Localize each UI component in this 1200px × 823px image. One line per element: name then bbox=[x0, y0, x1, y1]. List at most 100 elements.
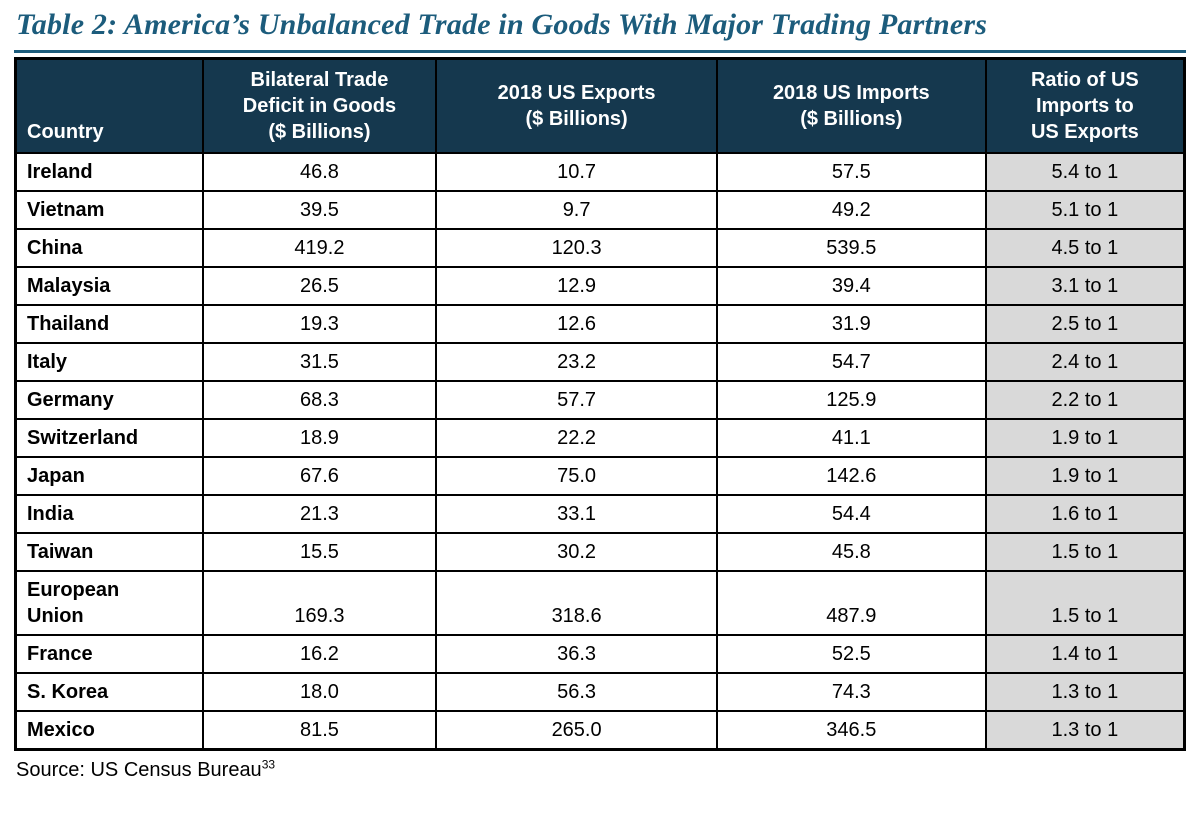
cell-deficit: 46.8 bbox=[201, 152, 438, 192]
cell-exports: 12.6 bbox=[435, 304, 718, 344]
cell-exports: 56.3 bbox=[435, 672, 718, 712]
cell-exports: 30.2 bbox=[435, 532, 718, 572]
cell-ratio: 2.5 to 1 bbox=[984, 304, 1186, 344]
table-row: Ireland 46.8 10.7 57.5 5.4 to 1 bbox=[14, 152, 1186, 192]
source-note: Source: US Census Bureau33 bbox=[14, 751, 1186, 782]
cell-ratio: 5.4 to 1 bbox=[984, 152, 1186, 192]
cell-exports: 36.3 bbox=[435, 634, 718, 674]
cell-ratio: 5.1 to 1 bbox=[984, 190, 1186, 230]
cell-exports: 265.0 bbox=[435, 710, 718, 751]
cell-deficit: 31.5 bbox=[201, 342, 438, 382]
table-row: Japan 67.6 75.0 142.6 1.9 to 1 bbox=[14, 456, 1186, 496]
cell-exports: 22.2 bbox=[435, 418, 718, 458]
source-superscript: 33 bbox=[261, 757, 276, 772]
cell-ratio: 1.6 to 1 bbox=[984, 494, 1186, 534]
cell-deficit: 16.2 bbox=[201, 634, 438, 674]
cell-ratio: 4.5 to 1 bbox=[984, 228, 1186, 268]
cell-ratio: 2.4 to 1 bbox=[984, 342, 1186, 382]
table-row: S. Korea 18.0 56.3 74.3 1.3 to 1 bbox=[14, 672, 1186, 712]
cell-country: Switzerland bbox=[14, 418, 204, 458]
cell-exports: 12.9 bbox=[435, 266, 718, 306]
cell-country: China bbox=[14, 228, 204, 268]
cell-imports: 45.8 bbox=[715, 532, 987, 572]
cell-imports: 52.5 bbox=[715, 634, 987, 674]
cell-country: Germany bbox=[14, 380, 204, 420]
cell-country: Thailand bbox=[14, 304, 204, 344]
table-row: Mexico 81.5 265.0 346.5 1.3 to 1 bbox=[14, 710, 1186, 751]
cell-ratio: 1.3 to 1 bbox=[984, 710, 1186, 751]
cell-deficit: 169.3 bbox=[201, 570, 438, 636]
table-row: Germany 68.3 57.7 125.9 2.2 to 1 bbox=[14, 380, 1186, 420]
table-row: China 419.2 120.3 539.5 4.5 to 1 bbox=[14, 228, 1186, 268]
cell-exports: 120.3 bbox=[435, 228, 718, 268]
cell-imports: 142.6 bbox=[715, 456, 987, 496]
table-title: Table 2: America’s Unbalanced Trade in G… bbox=[16, 8, 988, 41]
table-row: Thailand 19.3 12.6 31.9 2.5 to 1 bbox=[14, 304, 1186, 344]
cell-country: European Union bbox=[14, 570, 204, 636]
cell-ratio: 3.1 to 1 bbox=[984, 266, 1186, 306]
table-row: Italy 31.5 23.2 54.7 2.4 to 1 bbox=[14, 342, 1186, 382]
cell-country: Mexico bbox=[14, 710, 204, 751]
cell-deficit: 67.6 bbox=[201, 456, 438, 496]
cell-exports: 33.1 bbox=[435, 494, 718, 534]
cell-ratio: 2.2 to 1 bbox=[984, 380, 1186, 420]
cell-imports: 125.9 bbox=[715, 380, 987, 420]
cell-ratio: 1.5 to 1 bbox=[984, 570, 1186, 636]
cell-country: India bbox=[14, 494, 204, 534]
table-row: Taiwan 15.5 30.2 45.8 1.5 to 1 bbox=[14, 532, 1186, 572]
cell-country: Vietnam bbox=[14, 190, 204, 230]
cell-ratio: 1.4 to 1 bbox=[984, 634, 1186, 674]
source-text: Source: US Census Bureau bbox=[16, 759, 262, 781]
cell-imports: 74.3 bbox=[715, 672, 987, 712]
title-divider bbox=[14, 50, 1186, 53]
cell-imports: 49.2 bbox=[715, 190, 987, 230]
cell-ratio: 1.9 to 1 bbox=[984, 418, 1186, 458]
cell-country: Italy bbox=[14, 342, 204, 382]
header-row: Country Bilateral Trade Deficit in Goods… bbox=[14, 57, 1186, 154]
table-row: Vietnam 39.5 9.7 49.2 5.1 to 1 bbox=[14, 190, 1186, 230]
table-row: Malaysia 26.5 12.9 39.4 3.1 to 1 bbox=[14, 266, 1186, 306]
cell-deficit: 19.3 bbox=[201, 304, 438, 344]
cell-country: Japan bbox=[14, 456, 204, 496]
cell-exports: 75.0 bbox=[435, 456, 718, 496]
cell-deficit: 21.3 bbox=[201, 494, 438, 534]
cell-imports: 346.5 bbox=[715, 710, 987, 751]
cell-imports: 39.4 bbox=[715, 266, 987, 306]
cell-imports: 487.9 bbox=[715, 570, 987, 636]
cell-country: Malaysia bbox=[14, 266, 204, 306]
cell-deficit: 15.5 bbox=[201, 532, 438, 572]
table-row: European Union 169.3 318.6 487.9 1.5 to 1 bbox=[14, 570, 1186, 636]
cell-country: Ireland bbox=[14, 152, 204, 192]
cell-exports: 9.7 bbox=[435, 190, 718, 230]
column-header-ratio: Ratio of US Imports to US Exports bbox=[984, 57, 1186, 154]
table-row: Switzerland 18.9 22.2 41.1 1.9 to 1 bbox=[14, 418, 1186, 458]
cell-deficit: 18.0 bbox=[201, 672, 438, 712]
column-header-deficit: Bilateral Trade Deficit in Goods ($ Bill… bbox=[201, 57, 438, 154]
cell-ratio: 1.9 to 1 bbox=[984, 456, 1186, 496]
cell-deficit: 18.9 bbox=[201, 418, 438, 458]
cell-deficit: 39.5 bbox=[201, 190, 438, 230]
cell-exports: 23.2 bbox=[435, 342, 718, 382]
cell-ratio: 1.3 to 1 bbox=[984, 672, 1186, 712]
cell-imports: 41.1 bbox=[715, 418, 987, 458]
table-body: Ireland 46.8 10.7 57.5 5.4 to 1 Vietnam 39.5 9.… bbox=[14, 152, 1186, 751]
cell-imports: 54.7 bbox=[715, 342, 987, 382]
cell-deficit: 26.5 bbox=[201, 266, 438, 306]
cell-imports: 539.5 bbox=[715, 228, 987, 268]
cell-imports: 31.9 bbox=[715, 304, 987, 344]
cell-country: France bbox=[14, 634, 204, 674]
cell-deficit: 81.5 bbox=[201, 710, 438, 751]
cell-imports: 54.4 bbox=[715, 494, 987, 534]
cell-country: S. Korea bbox=[14, 672, 204, 712]
cell-exports: 318.6 bbox=[435, 570, 718, 636]
table-row: France 16.2 36.3 52.5 1.4 to 1 bbox=[14, 634, 1186, 674]
cell-imports: 57.5 bbox=[715, 152, 987, 192]
cell-exports: 57.7 bbox=[435, 380, 718, 420]
cell-deficit: 68.3 bbox=[201, 380, 438, 420]
cell-deficit: 419.2 bbox=[201, 228, 438, 268]
cell-country: Taiwan bbox=[14, 532, 204, 572]
cell-exports: 10.7 bbox=[435, 152, 718, 192]
cell-ratio: 1.5 to 1 bbox=[984, 532, 1186, 572]
table-row: India 21.3 33.1 54.4 1.6 to 1 bbox=[14, 494, 1186, 534]
